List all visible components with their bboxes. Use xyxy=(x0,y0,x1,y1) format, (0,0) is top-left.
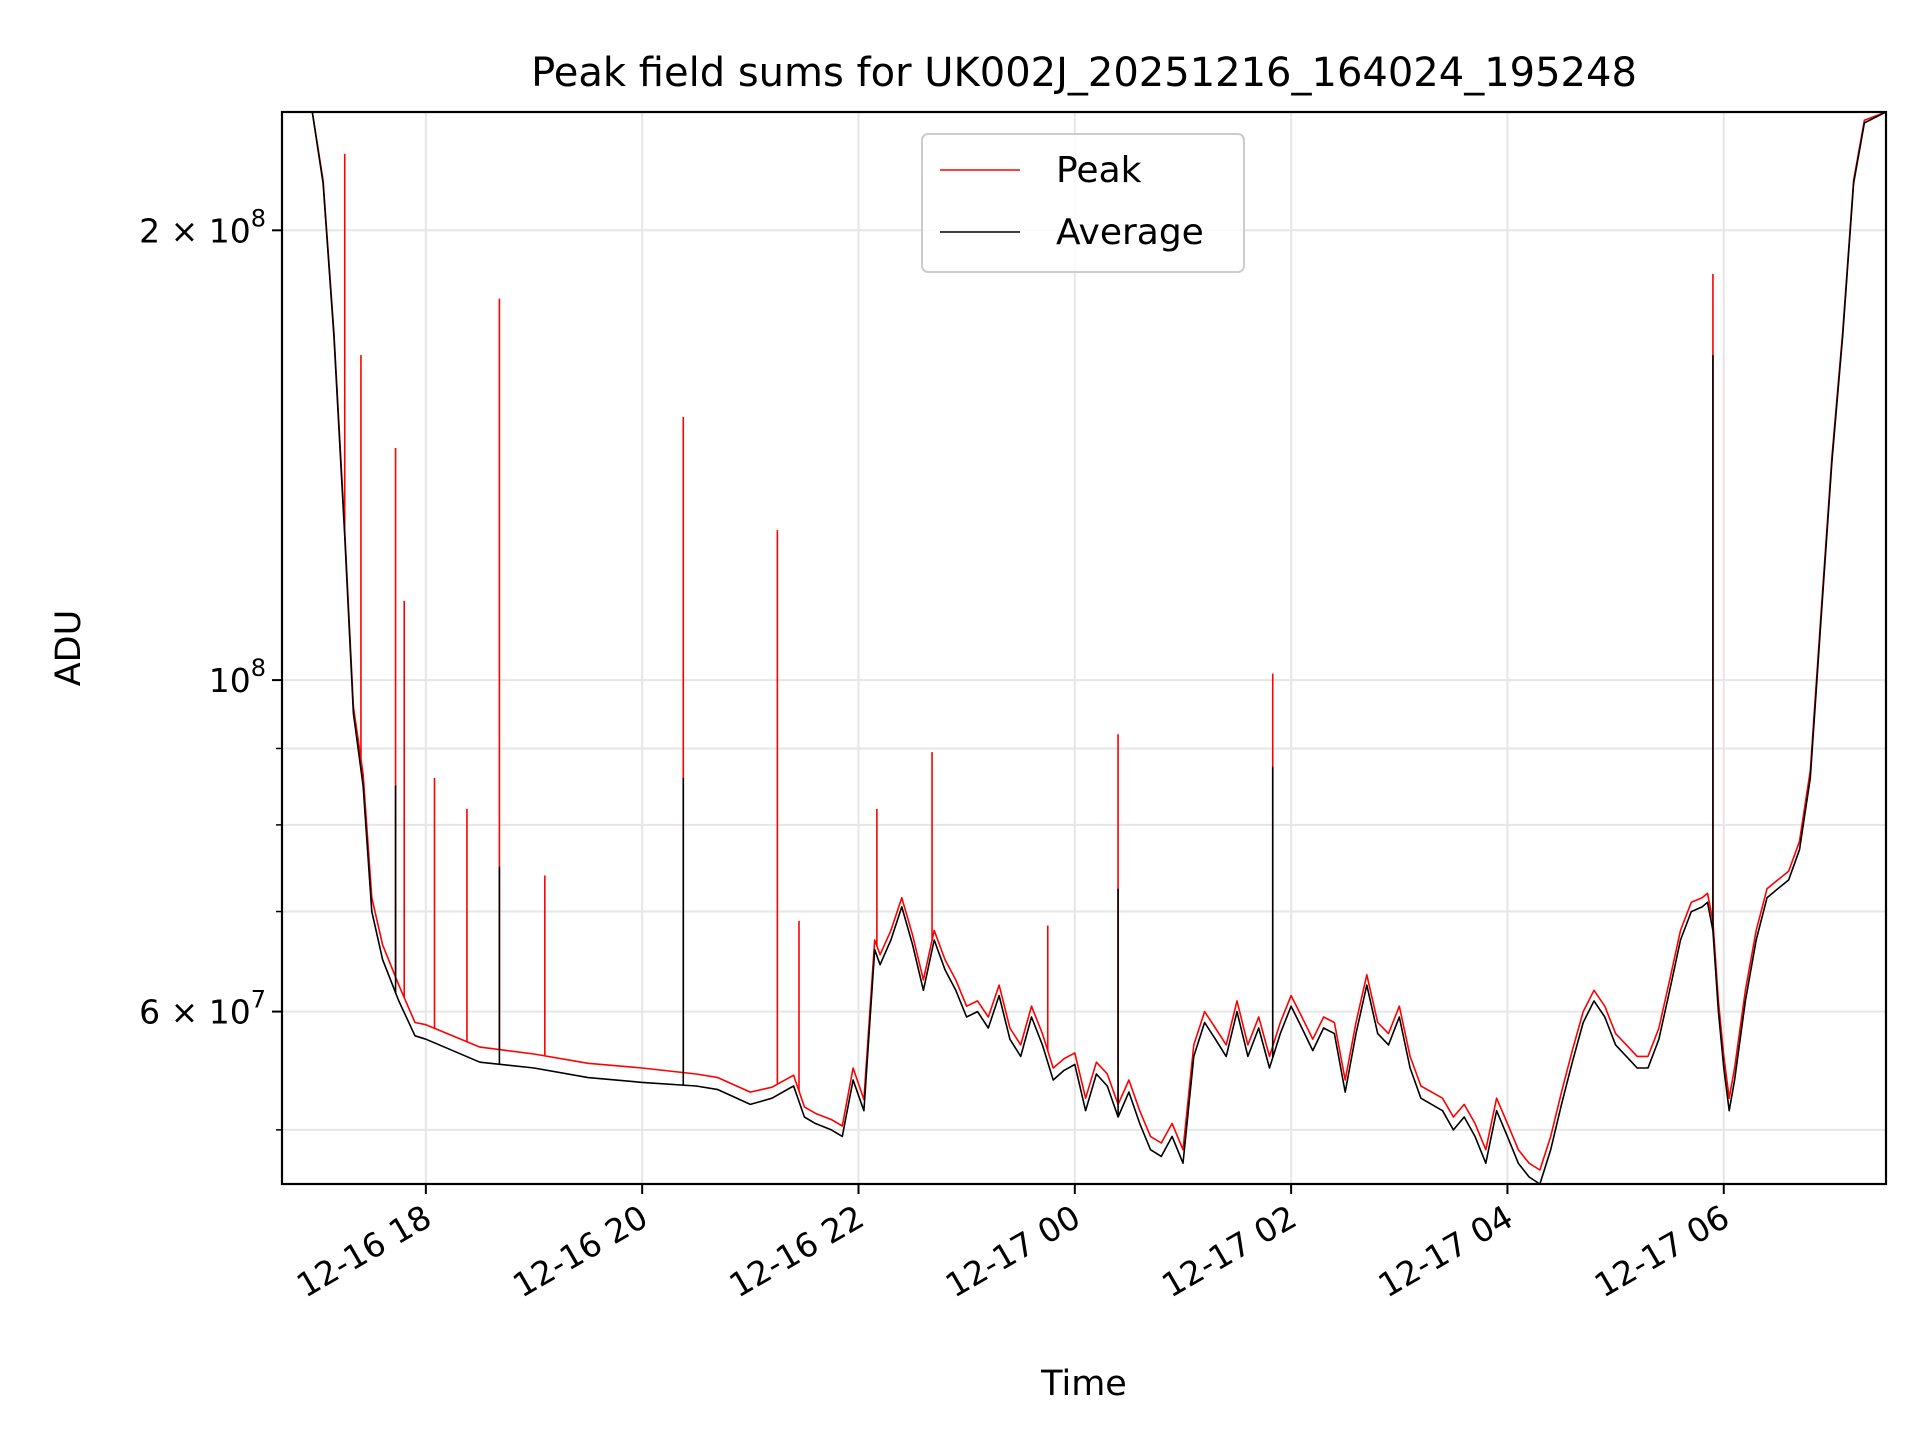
chart-title: Peak field sums for UK002J_20251216_1640… xyxy=(531,50,1637,96)
y-tick-label: 108 xyxy=(209,654,266,700)
average-series-line xyxy=(282,112,1886,1184)
y-tick-label: 6 × 107 xyxy=(139,986,266,1032)
y-axis-label: ADU xyxy=(49,610,89,687)
series-layer xyxy=(282,112,1886,1184)
legend-box xyxy=(921,133,1245,273)
y-tick-label: 2 × 108 xyxy=(139,204,266,250)
plot-frame xyxy=(280,110,1888,1186)
legend-average-label: Average xyxy=(1056,212,1204,253)
x-axis-label: Time xyxy=(1040,1364,1127,1404)
legend: Peak Average xyxy=(921,133,1245,273)
legend-peak-label: Peak xyxy=(1056,150,1142,191)
grid-layer xyxy=(282,112,1886,1184)
peak-series-line xyxy=(282,112,1886,1171)
